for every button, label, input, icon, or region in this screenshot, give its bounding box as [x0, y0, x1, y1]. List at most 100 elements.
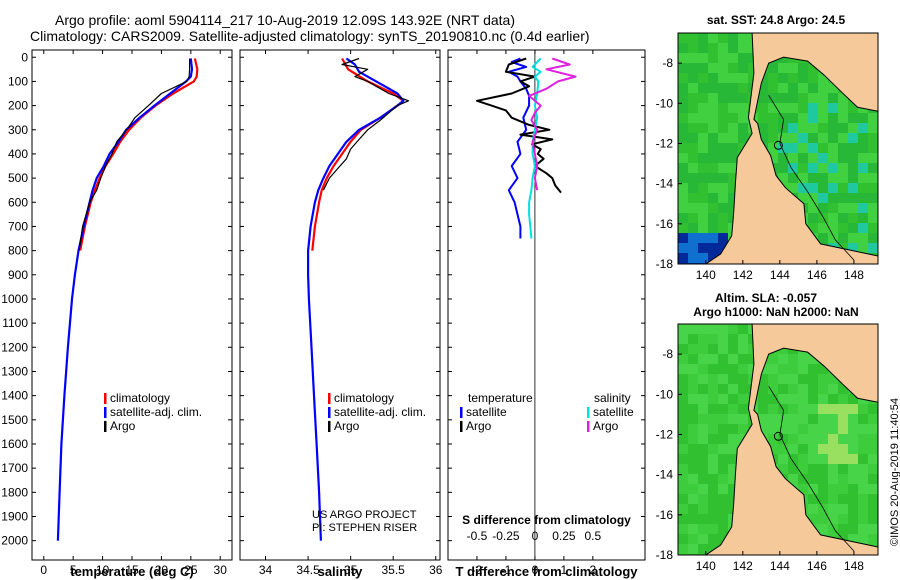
map-cell	[688, 83, 698, 93]
map-cell	[688, 133, 698, 143]
map-cell	[848, 434, 858, 444]
map-cell	[758, 384, 768, 394]
x-tick-label: 30	[214, 563, 228, 577]
map-cell	[698, 364, 708, 374]
map-cell	[858, 434, 868, 444]
map-cell	[678, 544, 688, 554]
map-cell	[738, 424, 748, 434]
map-cell	[768, 153, 778, 163]
map-cell	[828, 83, 838, 93]
map-cell	[828, 384, 838, 394]
map-cell	[788, 354, 798, 364]
map-cell	[818, 524, 828, 534]
map-cell	[678, 123, 688, 133]
map-cell	[708, 534, 718, 544]
map-cell	[848, 514, 858, 524]
map-cell	[798, 153, 808, 163]
map-cell	[808, 424, 818, 434]
map-cell	[828, 113, 838, 123]
map-cell	[828, 153, 838, 163]
map-cell	[858, 243, 868, 253]
map-cell	[698, 223, 708, 233]
map-cell	[838, 484, 848, 494]
map-cell	[828, 223, 838, 233]
map-x-tick-label: 146	[807, 559, 827, 573]
map-cell	[848, 394, 858, 404]
legend-swatch	[460, 421, 463, 432]
map-cell	[858, 454, 868, 464]
map-cell	[868, 524, 878, 534]
map-cell	[838, 193, 848, 203]
map-cell	[738, 93, 748, 103]
map-cell	[688, 143, 698, 153]
map-cell	[678, 103, 688, 113]
map-cell	[678, 344, 688, 354]
map-cell	[728, 334, 738, 344]
map-cell	[718, 123, 728, 133]
map-cell	[698, 153, 708, 163]
map-cell	[868, 193, 878, 203]
map-cell	[808, 63, 818, 73]
map-frame	[677, 323, 879, 556]
legend-swatch	[460, 407, 463, 418]
map-cell	[828, 394, 838, 404]
legend-swatch	[587, 407, 590, 418]
map-cell	[748, 63, 758, 73]
map-cell	[808, 504, 818, 514]
map-cell	[708, 223, 718, 233]
map-cell	[788, 113, 798, 123]
map-cell	[788, 474, 798, 484]
map-cell	[718, 53, 728, 63]
map-cell	[708, 484, 718, 494]
map-cell	[728, 434, 738, 444]
map-cell	[718, 33, 728, 43]
map-cell	[708, 394, 718, 404]
map-cell	[708, 434, 718, 444]
map-cell	[848, 223, 858, 233]
map-cell	[708, 183, 718, 193]
map-cell	[798, 474, 808, 484]
map-cell	[858, 233, 868, 243]
map-cell	[768, 444, 778, 454]
map-cell	[718, 143, 728, 153]
map-cell	[738, 384, 748, 394]
map-cell	[818, 223, 828, 233]
map-cell	[798, 83, 808, 93]
map-cell	[688, 404, 698, 414]
legend-label: Argo	[593, 419, 619, 433]
map-cell	[828, 193, 838, 203]
map-cell	[768, 424, 778, 434]
map-cell	[808, 384, 818, 394]
map-cell	[848, 113, 858, 123]
map-cell	[798, 123, 808, 133]
map-cell	[858, 444, 868, 454]
map-cell	[728, 404, 738, 414]
map-cell	[808, 474, 818, 484]
map-cell	[868, 223, 878, 233]
map-cell	[838, 163, 848, 173]
sla-map-subtitle: Argo h1000: NaN h2000: NaN	[693, 305, 858, 319]
figure-title-line1: Argo profile: aoml 5904114_217 10-Aug-20…	[55, 12, 515, 28]
map-cell	[728, 494, 738, 504]
map-cell	[698, 93, 708, 103]
secondary-tick-label: -0.25	[492, 529, 520, 543]
legend-heading-salinity: salinity	[594, 391, 631, 405]
map-cell	[818, 514, 828, 524]
map-cell	[818, 484, 828, 494]
map-cell	[798, 103, 808, 113]
map-y-tick-label: -16	[656, 217, 674, 231]
map-cell	[788, 83, 798, 93]
legend-swatch	[104, 421, 107, 432]
map-cell	[848, 203, 858, 213]
map-cell	[778, 374, 788, 384]
map-cell	[818, 213, 828, 223]
legend-label: satellite	[466, 405, 507, 419]
map-cell	[848, 474, 858, 484]
map-cell	[678, 253, 688, 263]
map-cell	[678, 223, 688, 233]
map-cell	[868, 213, 878, 223]
map-cell	[798, 183, 808, 193]
map-cell	[678, 524, 688, 534]
map-cell	[808, 394, 818, 404]
map-cell	[728, 63, 738, 73]
